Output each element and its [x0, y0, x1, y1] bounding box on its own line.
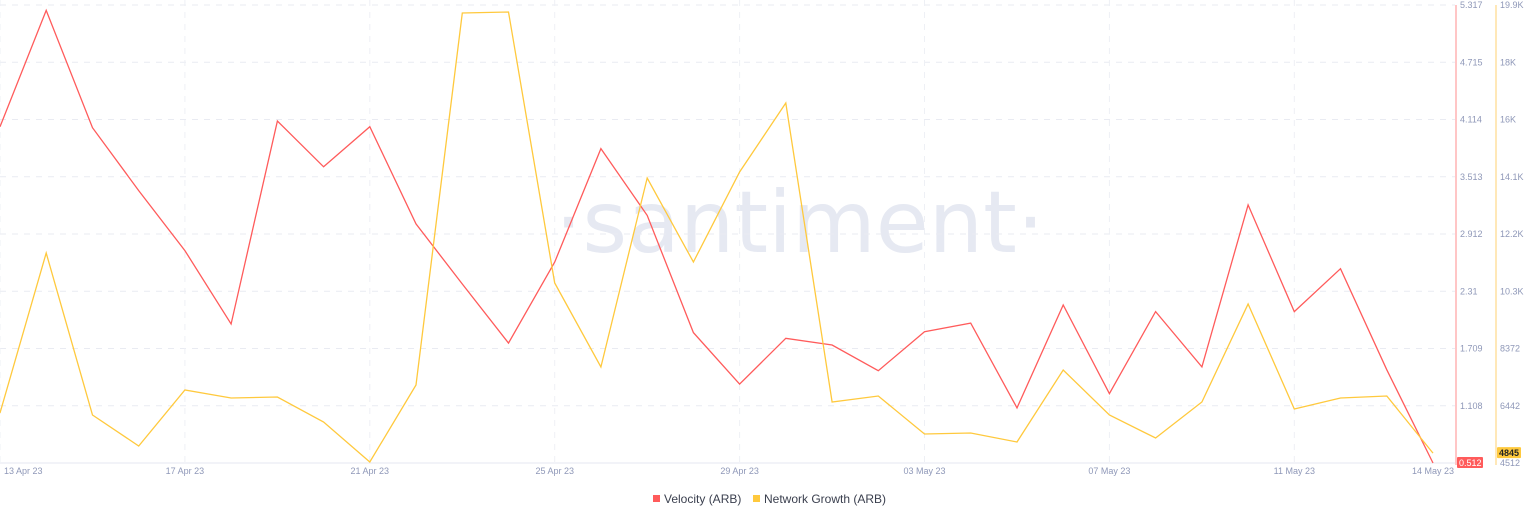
network-growth-tick-label: 14.1K	[1500, 172, 1524, 182]
network-growth-tick-label: 16K	[1500, 115, 1516, 125]
x-tick-label: 29 Apr 23	[720, 466, 759, 476]
network-growth-last-value: 4845	[1499, 448, 1519, 458]
x-tick-label: 21 Apr 23	[351, 466, 390, 476]
x-tick-label: 25 Apr 23	[535, 466, 574, 476]
series-lines	[0, 8, 1434, 464]
legend-swatch-network-growth	[753, 495, 760, 502]
axes: 5.317 4.715 4.114 3.513 2.912 2.31 1.709 1.108 1…	[0, 0, 1524, 476]
network-growth-tick-label: 10.3K	[1500, 286, 1524, 296]
network-growth-tick-label: 18K	[1500, 57, 1516, 67]
velocity-tick-label: 1.108	[1460, 401, 1483, 411]
x-tick-label: 07 May 23	[1088, 466, 1130, 476]
x-tick-label: 14 May 23	[1412, 466, 1454, 476]
velocity-line	[0, 8, 1434, 464]
network-growth-tick-label: 19.9K	[1500, 0, 1524, 10]
network-growth-tick-label: 12.2K	[1500, 229, 1524, 239]
network-growth-tick-label: 6442	[1500, 401, 1520, 411]
velocity-tick-label: 2.31	[1460, 286, 1478, 296]
legend-label-velocity[interactable]: Velocity (ARB)	[664, 492, 741, 506]
velocity-tick-label: 3.513	[1460, 172, 1483, 182]
velocity-tick-label: 2.912	[1460, 229, 1483, 239]
velocity-tick-label: 4.715	[1460, 57, 1483, 67]
velocity-tick-label: 4.114	[1460, 115, 1482, 125]
network-growth-tick-label: 8372	[1500, 344, 1520, 354]
network-growth-line	[0, 11, 1434, 463]
network-growth-last-value-badge	[1497, 447, 1521, 459]
legend-label-network-growth[interactable]: Network Growth (ARB)	[764, 492, 886, 506]
grid	[0, 0, 1455, 463]
velocity-last-value-badge	[1457, 457, 1483, 468]
velocity-tick-label: 5.317	[1460, 0, 1483, 10]
velocity-last-value: 0.512	[1459, 458, 1482, 468]
x-tick-label: 11 May 23	[1274, 466, 1315, 476]
network-growth-tick-label: 4512	[1500, 458, 1520, 468]
velocity-tick-label: 1.709	[1460, 344, 1483, 354]
legend-swatch-velocity	[653, 495, 660, 502]
legend: Velocity (ARB) Network Growth (ARB)	[653, 492, 886, 506]
x-tick-label: 13 Apr 23	[4, 466, 43, 476]
x-tick-label: 17 Apr 23	[166, 466, 205, 476]
x-tick-label: 03 May 23	[904, 466, 946, 476]
